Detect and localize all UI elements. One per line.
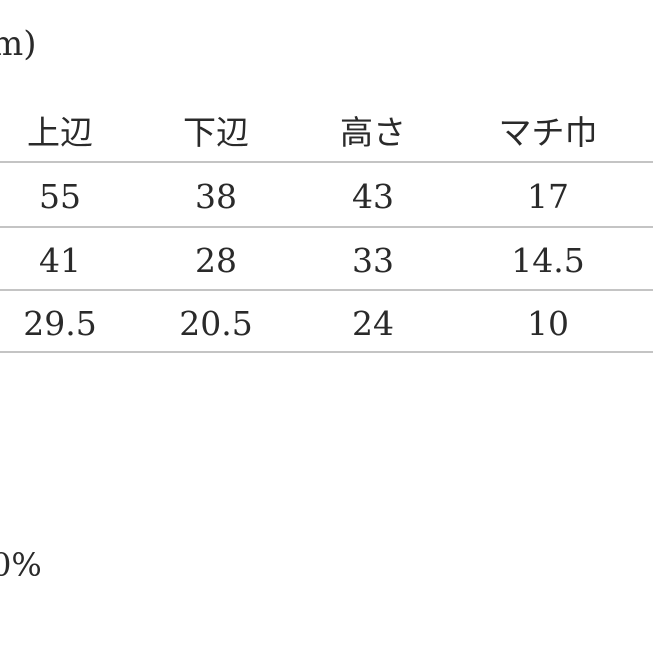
header-bottom-width: 下辺	[183, 113, 249, 152]
table-cell: 28	[195, 241, 237, 280]
row-divider	[0, 226, 653, 228]
row-divider	[0, 351, 653, 353]
table-cell: 24	[352, 304, 394, 343]
table-cell: 17	[527, 177, 569, 216]
table-cell: 33	[352, 241, 394, 280]
header-height: 高さ	[340, 113, 406, 152]
unit-label: m)	[0, 24, 37, 64]
row-divider	[0, 289, 653, 291]
table-cell: 43	[352, 177, 394, 216]
table-cell: 55	[39, 177, 81, 216]
table-cell: 38	[195, 177, 237, 216]
footnote: 0%	[0, 546, 42, 584]
header-gusset-width: マチ巾	[498, 113, 598, 152]
header-top-width: 上辺	[27, 113, 93, 152]
table-cell: 29.5	[23, 304, 97, 343]
table-cell: 20.5	[179, 304, 253, 343]
row-divider	[0, 161, 653, 163]
table-cell: 10	[527, 304, 569, 343]
table-cell: 14.5	[511, 241, 585, 280]
table-cell: 41	[39, 241, 81, 280]
